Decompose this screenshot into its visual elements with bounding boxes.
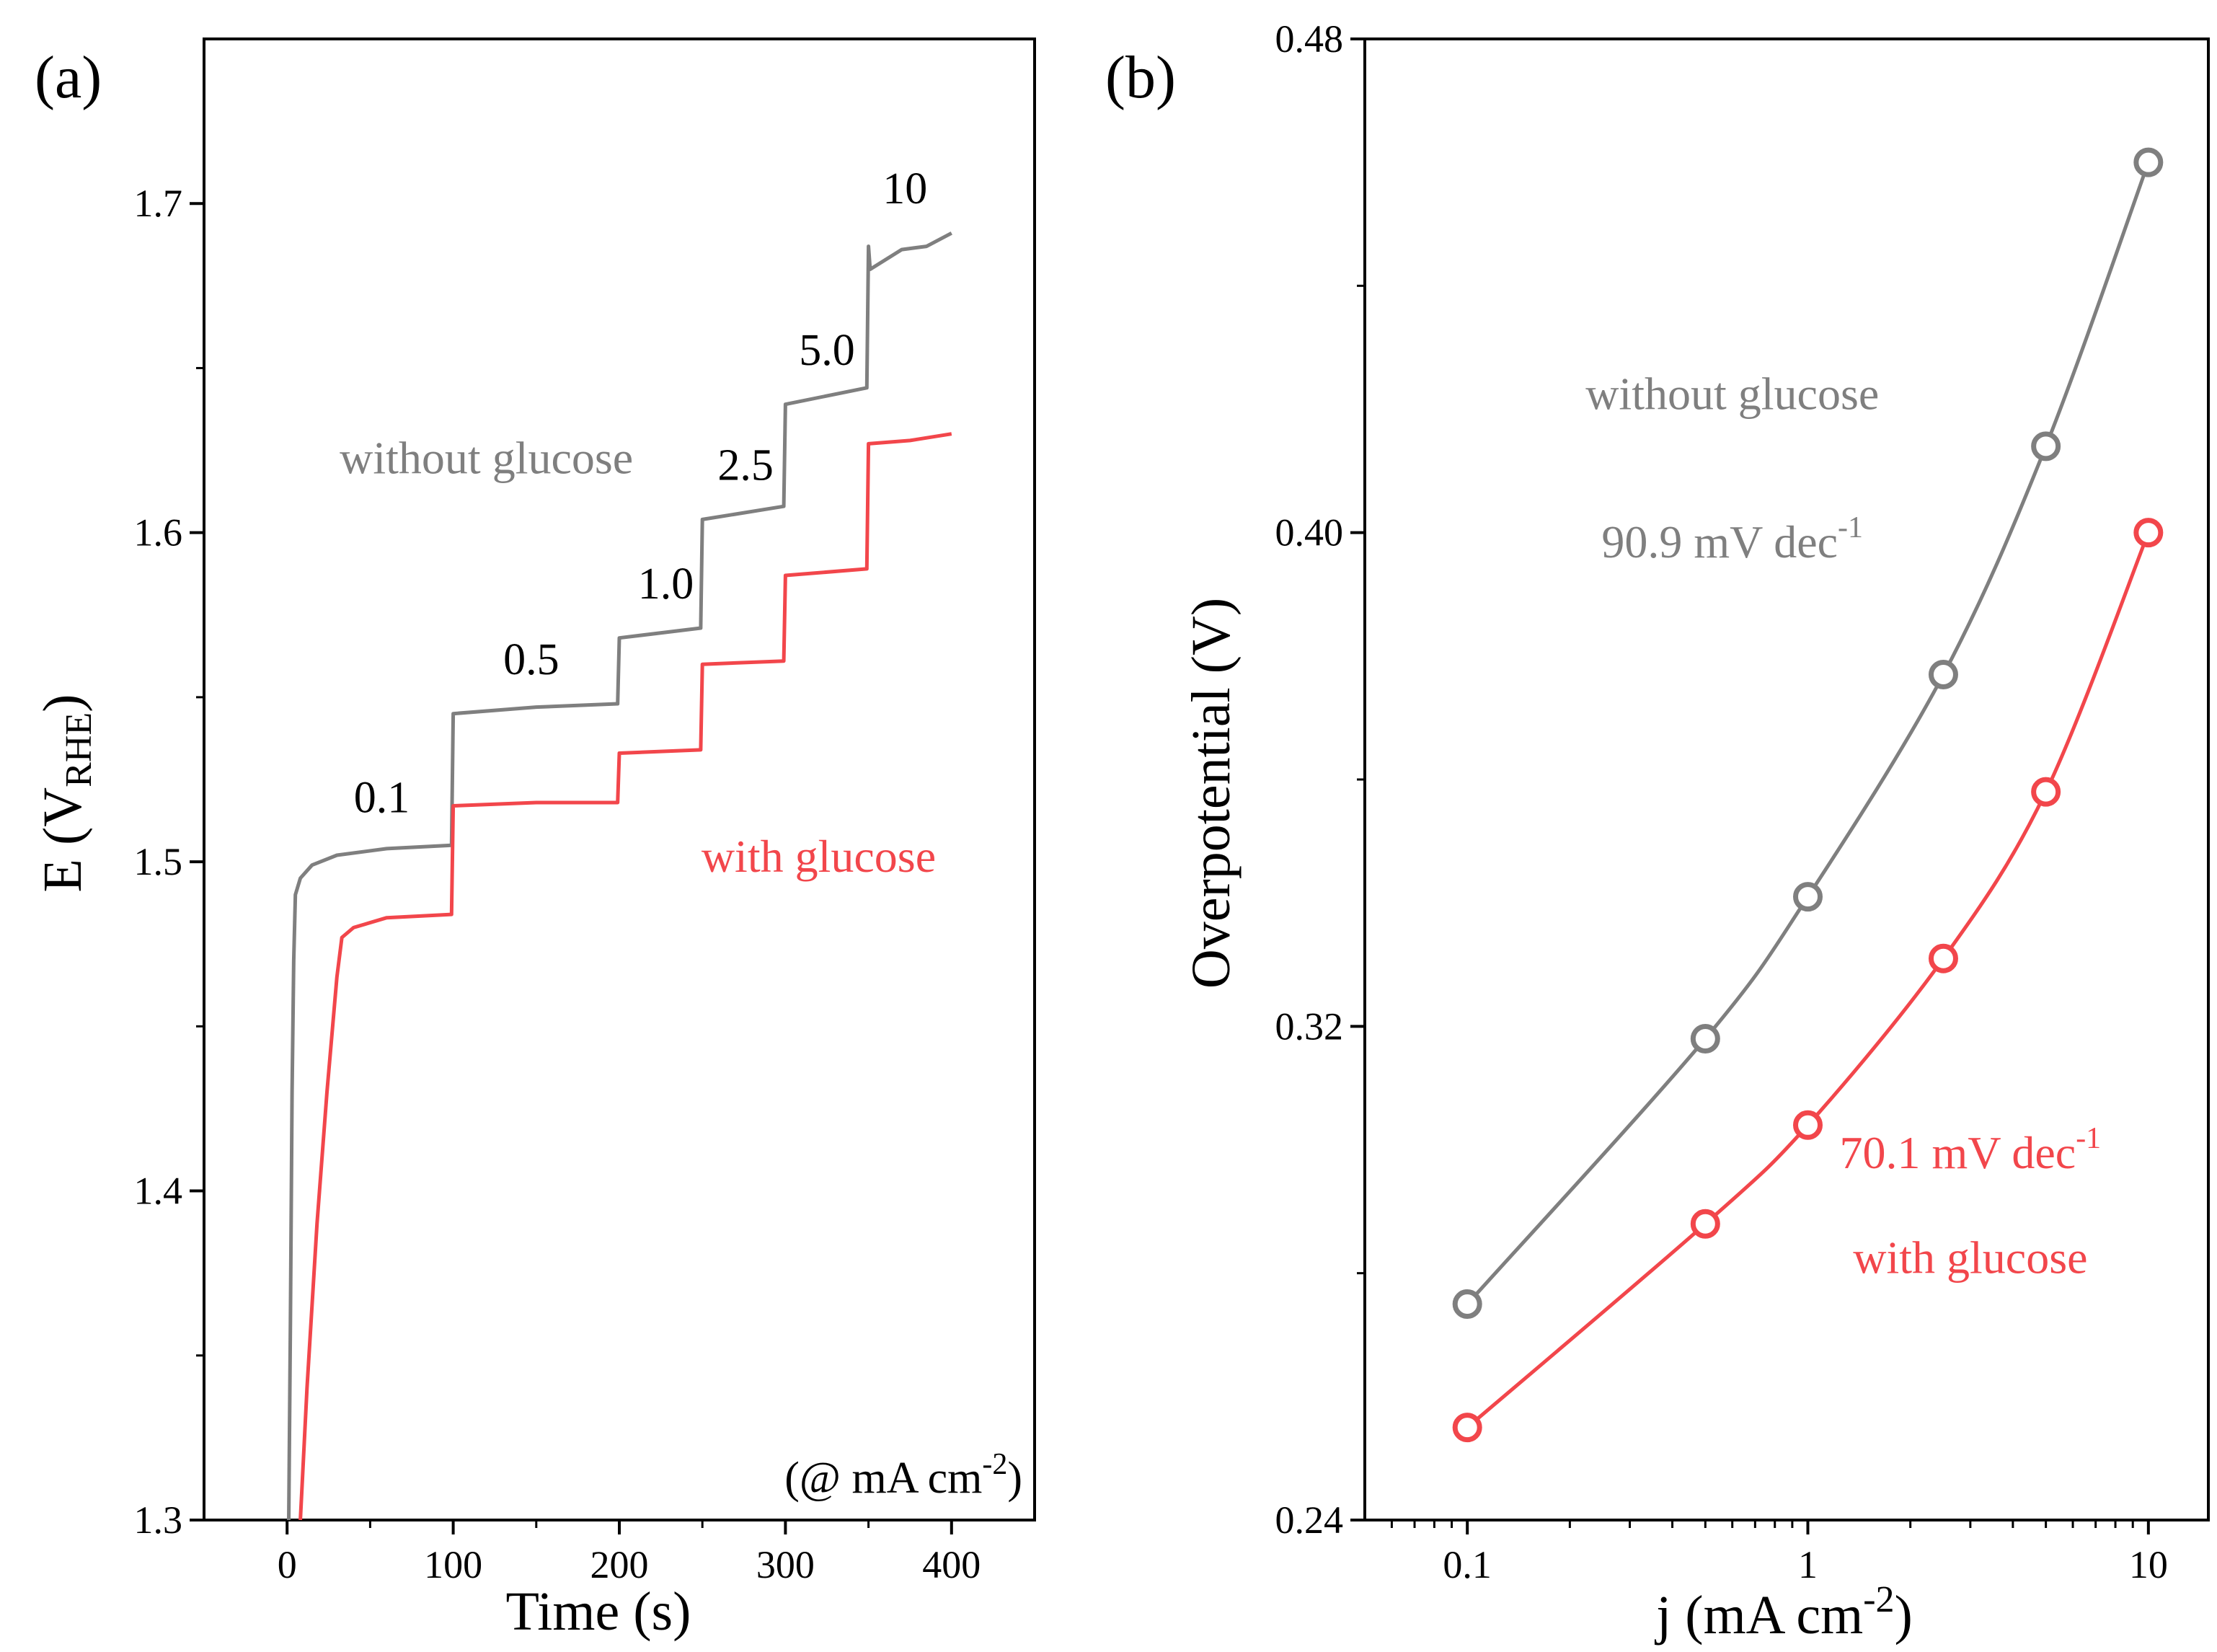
panel-b-marker-with-glucose [1452, 1413, 1482, 1443]
panel-b-marker-with-glucose [1793, 1110, 1823, 1140]
panel-a-x-tick-label: 0 [278, 1543, 297, 1586]
panel-a-unit-note: (@ mA cm-2) [784, 1448, 1022, 1503]
panel-a-y-tick-label: 1.6 [134, 511, 183, 555]
panel-a-series-label: without glucose [340, 433, 633, 484]
panel-b-fit-line-without-glucose [1466, 162, 2151, 1306]
panel-b-marker-with-glucose [2031, 777, 2061, 807]
panel-b-slope-sup: -1 [2076, 1122, 2101, 1155]
panel-a-step-label: 1.0 [638, 560, 694, 609]
panel-b-marker-with-glucose [1690, 1209, 1720, 1239]
panel-a-x-tick-label: 300 [756, 1543, 815, 1586]
panel-b-slope-value: 90.9 mV dec [1601, 516, 1838, 567]
panel-a-y-tick-label: 1.3 [134, 1498, 183, 1542]
panel-a-label: (a) [35, 44, 102, 111]
panel-a-series-line-without-glucose [287, 231, 952, 1521]
panel-b-marker-without-glucose [2031, 431, 2061, 461]
panel-a-y-tick-label: 1.7 [134, 182, 183, 225]
panel-b-x-axis-label-close: ) [1895, 1585, 1913, 1646]
panel-a-step-label: 10 [882, 164, 927, 213]
panel-b-fit-line-with-glucose [1466, 531, 2151, 1429]
panel-a-y-axis-label-main: E (V [32, 787, 93, 893]
panel-b-x-tick-label: 0.1 [1443, 1543, 1492, 1586]
panel-a-x-axis-label: Time (s) [506, 1581, 691, 1642]
panel-b-y-tick-label: 0.32 [1275, 1004, 1344, 1048]
panel-a-step-label: 2.5 [717, 441, 774, 490]
panel-b-x-tick-label: 1 [1798, 1543, 1818, 1586]
panel-a-y-axis-label-close: ) [32, 694, 93, 712]
panel-a-x-tick-label: 400 [922, 1543, 981, 1586]
panel-b-marker-with-glucose [1928, 943, 1958, 973]
panel-b-marker-without-glucose [1452, 1289, 1482, 1319]
panel-b-series-label: with glucose [1853, 1232, 2087, 1284]
panel-a-series-label: with glucose [702, 831, 936, 882]
panel-b-slope-label: 70.1 mV dec-1 [1840, 1122, 2102, 1178]
panel-b-x-axis-label-main: j (mA cm [1654, 1585, 1863, 1646]
panel-b-x-axis-label: j (mA cm-2) [1654, 1579, 1913, 1646]
panel-b-marker-without-glucose [1793, 882, 1823, 912]
panel-a-y-axis-label-sub: RHE [58, 712, 99, 787]
panel-b-marker-without-glucose [1928, 660, 1958, 690]
panel-a-unit-note-sup: -2 [982, 1448, 1007, 1481]
panel-a-unit-note-main: (@ mA cm [784, 1454, 982, 1503]
panel-b-plot-area: 0.1 1 10 0.24 0.32 0.40 0.48 without glucose 90.… [1275, 17, 2210, 1586]
panel-b-x-axis-label-sup: -2 [1863, 1579, 1894, 1620]
panel-a-y-tick-label: 1.4 [134, 1170, 183, 1213]
panel-a-step-label: 0.5 [503, 635, 559, 684]
panel-a-step-label: 5.0 [799, 326, 855, 375]
panel-a: (a) 0 100 200 300 400 1.3 1.4 1.5 1.6 1.7 without … [32, 37, 1036, 1642]
panel-a-plot-area: 0 100 200 300 400 1.3 1.4 1.5 1.6 1.7 without gluc… [134, 37, 1036, 1586]
panel-a-series-line-with-glucose [298, 432, 952, 1521]
panel-b-slope-sup: -1 [1838, 511, 1863, 544]
panel-a-x-tick-label: 100 [424, 1543, 482, 1586]
panel-b: (b) 0.1 1 10 0.24 0.32 0.40 0.48 without glucos… [1105, 17, 2210, 1646]
panel-b-y-tick-label: 0.40 [1275, 511, 1344, 555]
panel-b-y-tick-label: 0.48 [1275, 17, 1344, 61]
panel-a-unit-note-close: ) [1007, 1454, 1022, 1503]
panel-a-y-tick-label: 1.5 [134, 840, 183, 883]
panel-b-label: (b) [1105, 44, 1176, 111]
panel-b-series-label: without glucose [1585, 368, 1879, 420]
panel-b-y-tick-label: 0.24 [1275, 1498, 1344, 1542]
panel-a-x-tick-label: 200 [590, 1543, 649, 1586]
panel-b-marker-without-glucose [2133, 147, 2164, 177]
panel-b-marker-with-glucose [2133, 518, 2164, 548]
panel-b-x-tick-label: 10 [2129, 1543, 2168, 1586]
panel-a-step-label: 0.1 [354, 774, 410, 823]
panel-b-marker-without-glucose [1690, 1023, 1720, 1054]
panel-b-axes-frame [1363, 37, 2210, 1521]
panel-b-slope-label: 90.9 mV dec-1 [1601, 511, 1863, 567]
panel-b-slope-value: 70.1 mV dec [1840, 1127, 2076, 1178]
panel-b-y-axis-label: Overpotential (V) [1181, 598, 1242, 989]
panel-a-y-axis-label: E (VRHE) [32, 694, 99, 893]
